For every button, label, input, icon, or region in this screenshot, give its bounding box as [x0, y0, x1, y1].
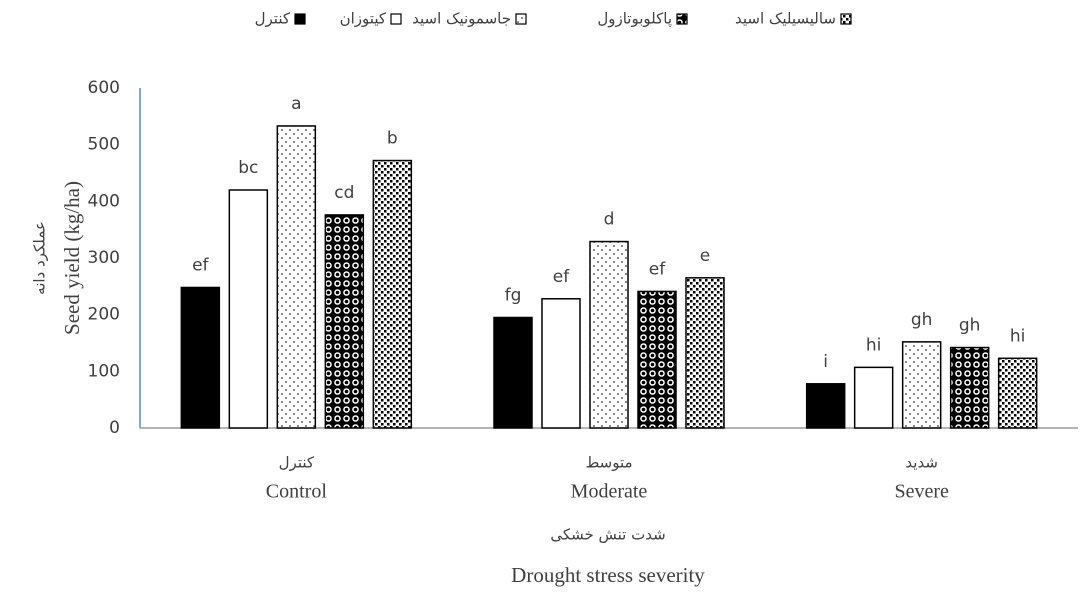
bar [276, 125, 317, 429]
y-axis-title: Seed yield (kg/ha) [60, 181, 84, 335]
bar [685, 277, 725, 429]
x-axis-title: Drought stress severity [511, 563, 705, 587]
y-axis-title: عملکرد دانه [31, 221, 49, 295]
significance-letter: hi [866, 335, 882, 355]
significance-letter: bc [238, 158, 258, 178]
significance-letter: ef [649, 259, 666, 279]
legend-swatch [515, 13, 527, 25]
bar [228, 189, 269, 429]
legend-swatch [840, 13, 852, 25]
y-tick-label: 500 [88, 135, 120, 155]
x-tick-label: Moderate [571, 481, 648, 503]
bar [949, 346, 990, 429]
legend-label: سالیسیلیک اسید [735, 10, 836, 28]
significance-letter: cd [334, 183, 354, 203]
x-tick-label: متوسط [585, 454, 632, 472]
legend-swatch [676, 13, 688, 25]
x-axis-title: شدت تنش خشکی [550, 526, 665, 544]
y-tick-label: 600 [88, 78, 120, 98]
bar [372, 159, 413, 429]
significance-letter: a [291, 94, 301, 114]
bar [589, 240, 629, 429]
legend-label: کیتوزان [340, 10, 387, 28]
significance-letter: ef [553, 267, 570, 287]
legend-label: کنترل [255, 10, 291, 28]
bar [637, 290, 677, 429]
bar [180, 286, 221, 429]
bar [853, 366, 894, 429]
bar [541, 298, 581, 429]
bar [493, 316, 533, 429]
significance-letter: fg [505, 286, 522, 306]
x-tick-label: شدید [905, 454, 938, 472]
legend-label: جاسمونیک اسید [412, 10, 511, 28]
x-tick-label: Severe [894, 481, 949, 503]
y-tick-label: 200 [88, 305, 120, 325]
bar [997, 357, 1038, 429]
significance-letter: ef [192, 255, 209, 275]
legend-swatch [390, 13, 402, 25]
significance-letter: gh [959, 316, 981, 336]
legend-label: پاکلوبوتازول [597, 10, 672, 29]
significance-letter: d [604, 210, 615, 230]
bar [805, 383, 846, 429]
x-tick-label: Control [266, 481, 328, 503]
legend-swatch [294, 13, 306, 25]
significance-letter: i [823, 352, 828, 372]
significance-letter: b [387, 129, 398, 149]
y-tick-label: 0 [109, 418, 120, 438]
significance-letter: e [700, 246, 710, 266]
y-tick-label: 100 [88, 361, 120, 381]
y-tick-label: 300 [88, 248, 120, 268]
significance-letter: hi [1010, 326, 1026, 346]
bar [324, 214, 365, 429]
bar [901, 341, 942, 429]
x-tick-label: کنترل [279, 454, 315, 472]
y-tick-label: 400 [88, 191, 120, 211]
significance-letter: gh [911, 310, 933, 330]
